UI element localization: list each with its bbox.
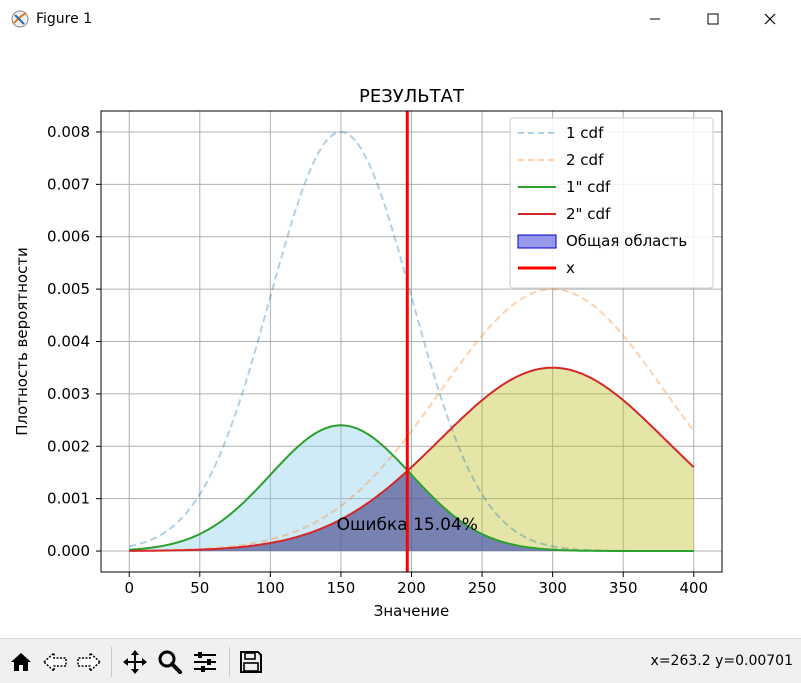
legend-label: 2" cdf (566, 205, 611, 223)
series-line-4 (129, 366, 695, 552)
zoom-button[interactable] (155, 647, 185, 677)
window-title: Figure 1 (36, 11, 93, 27)
toolbar-separator (111, 647, 112, 677)
y-axis-label: Плотность вероятности (13, 247, 31, 436)
chart-title: РЕЗУЛЬТАТ (359, 86, 465, 107)
x-tick-label: 300 (538, 579, 567, 597)
save-icon (240, 651, 262, 673)
y-tick-label: 0.002 (47, 437, 90, 455)
y-tick-label: 0.003 (47, 385, 90, 403)
y-tick-label: 0.007 (47, 175, 90, 193)
back-icon (42, 651, 67, 673)
x-tick-label: 250 (468, 579, 497, 597)
close-button[interactable] (747, 0, 793, 38)
forward-icon (77, 651, 102, 673)
y-tick-label: 0.006 (47, 228, 90, 246)
error-annotation: Ошибка 15.04% (337, 515, 478, 535)
legend-swatch (517, 234, 557, 249)
back-button[interactable] (40, 647, 70, 677)
y-tick-label: 0.001 (47, 490, 90, 508)
x-tick-label: 100 (256, 579, 285, 597)
legend-label: 1 cdf (566, 124, 604, 142)
x-tick-label: 0 (124, 579, 134, 597)
close-icon (764, 13, 776, 25)
home-icon (11, 653, 31, 671)
series-line-2 (129, 288, 695, 552)
area-under-2 (129, 367, 694, 551)
common-area (129, 471, 694, 551)
pan-icon (123, 650, 147, 674)
x-axis-label: Значение (374, 602, 450, 620)
legend-label: x (566, 259, 575, 277)
figure-app-icon[interactable] (10, 9, 30, 29)
legend-label: 1" cdf (566, 178, 611, 196)
minimize-icon (650, 18, 660, 20)
x-tick-label: 200 (397, 579, 426, 597)
configure-subplots-button[interactable] (190, 647, 220, 677)
figure-canvas[interactable]: Ошибка 15.04% 0 50 100 150 200 250 300 350 400 0.0… (0, 38, 801, 638)
cursor-coordinates: x=263.2 y=0.00701 (650, 653, 793, 669)
legend-label: 2 cdf (566, 151, 604, 169)
y-tick-label: 0.008 (47, 123, 90, 141)
zoom-icon (158, 650, 182, 674)
window-titlebar: Figure 1 (0, 0, 801, 38)
x-tick-label: 50 (190, 579, 209, 597)
x-tick-label: 350 (609, 579, 638, 597)
series-line-3 (129, 424, 694, 552)
legend-label: Общая область (566, 232, 687, 250)
y-tick-label: 0.004 (47, 333, 90, 351)
forward-button[interactable] (74, 647, 104, 677)
maximize-button[interactable] (690, 0, 736, 38)
x-tick-label: 150 (327, 579, 356, 597)
y-tick-label: 0.000 (47, 542, 90, 560)
toolbar-separator (229, 647, 230, 677)
minimize-button[interactable] (632, 0, 678, 38)
navigation-toolbar: x=263.2 y=0.00701 (0, 638, 801, 683)
legend-box (509, 117, 714, 289)
y-tick-label: 0.005 (47, 280, 90, 298)
pan-button[interactable] (120, 647, 150, 677)
x-tick-label: 400 (679, 579, 708, 597)
configure-subplots-icon (194, 652, 216, 672)
save-button[interactable] (236, 647, 266, 677)
maximize-icon (707, 13, 719, 25)
area-under-1 (129, 425, 694, 551)
home-button[interactable] (6, 647, 36, 677)
